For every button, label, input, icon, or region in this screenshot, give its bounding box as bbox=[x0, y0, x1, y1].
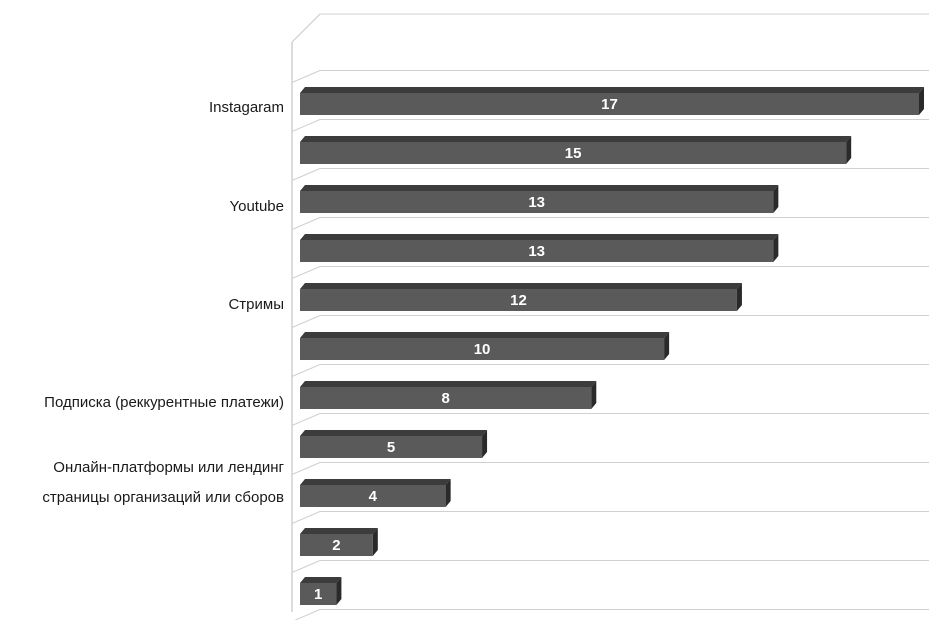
bar-top-face bbox=[300, 234, 779, 240]
bar-data-label: 4 bbox=[369, 488, 378, 505]
bar-side-face bbox=[591, 381, 597, 409]
bar-top-face bbox=[300, 87, 924, 93]
axis-wall-top-edge bbox=[291, 13, 321, 43]
bar-side-face bbox=[773, 185, 779, 213]
gridline-diagonal bbox=[291, 462, 321, 475]
gridline-diagonal bbox=[291, 217, 321, 230]
category-label-platforms-line2: страницы организаций или сборов bbox=[42, 489, 284, 506]
bar bbox=[300, 338, 665, 360]
category-label-streams: Стримы bbox=[228, 296, 284, 313]
bar-top-face bbox=[300, 528, 378, 534]
bar-side-face bbox=[482, 430, 488, 458]
bar-side-face bbox=[372, 528, 378, 556]
bar-data-label: 13 bbox=[528, 194, 545, 211]
bar-top-face bbox=[300, 185, 779, 191]
bar-data-label: 17 bbox=[601, 96, 618, 113]
bar bbox=[300, 93, 919, 115]
gridline-diagonal bbox=[291, 266, 321, 279]
bar-data-label: 15 bbox=[565, 145, 582, 162]
bar-top-face bbox=[300, 430, 488, 436]
bar-data-label: 2 bbox=[332, 537, 340, 554]
gridline-diagonal bbox=[291, 168, 321, 181]
gridline-diagonal bbox=[291, 315, 321, 328]
gridline-diagonal bbox=[291, 511, 321, 524]
bar-data-label: 12 bbox=[510, 292, 527, 309]
bar-side-face bbox=[445, 479, 451, 507]
bar-data-label: 1 bbox=[314, 586, 322, 603]
bar-side-face bbox=[846, 136, 852, 164]
gridline-diagonal bbox=[291, 70, 321, 83]
category-label-platforms-line1: Онлайн-платформы или лендинг bbox=[53, 459, 284, 476]
category-label-subscription: Подписка (реккурентные платежи) bbox=[44, 394, 284, 411]
bar-side-face bbox=[773, 234, 779, 262]
bar bbox=[300, 387, 592, 409]
bar bbox=[300, 240, 774, 262]
category-label-youtube: Youtube bbox=[229, 198, 284, 215]
bar-data-label: 5 bbox=[387, 439, 395, 456]
bar bbox=[300, 485, 446, 507]
bar-top-face bbox=[300, 283, 742, 289]
gridline-diagonal bbox=[291, 413, 321, 426]
bar-data-label: 13 bbox=[528, 243, 545, 260]
bar bbox=[300, 191, 774, 213]
bar bbox=[300, 142, 847, 164]
bar-data-label: 10 bbox=[474, 341, 491, 358]
bar-side-face bbox=[336, 577, 342, 605]
bar bbox=[300, 436, 483, 458]
gridline-diagonal bbox=[291, 609, 321, 622]
bar-top-face bbox=[300, 577, 342, 583]
bar-top-face bbox=[300, 136, 852, 142]
gridline-diagonal bbox=[291, 119, 321, 132]
bar-side-face bbox=[664, 332, 670, 360]
bar-top-face bbox=[300, 332, 670, 338]
category-label-instagram: Instagaram bbox=[208, 99, 284, 116]
bar bbox=[300, 289, 737, 311]
bar bbox=[300, 534, 373, 556]
gridline-diagonal bbox=[291, 560, 321, 573]
bar-top-face bbox=[300, 479, 451, 485]
bar-side-face bbox=[919, 87, 924, 115]
gridline-diagonal bbox=[291, 364, 321, 377]
bar-side-face bbox=[736, 283, 742, 311]
bar-data-label: 8 bbox=[441, 390, 449, 407]
bar bbox=[300, 583, 337, 605]
bar-top-face bbox=[300, 381, 597, 387]
